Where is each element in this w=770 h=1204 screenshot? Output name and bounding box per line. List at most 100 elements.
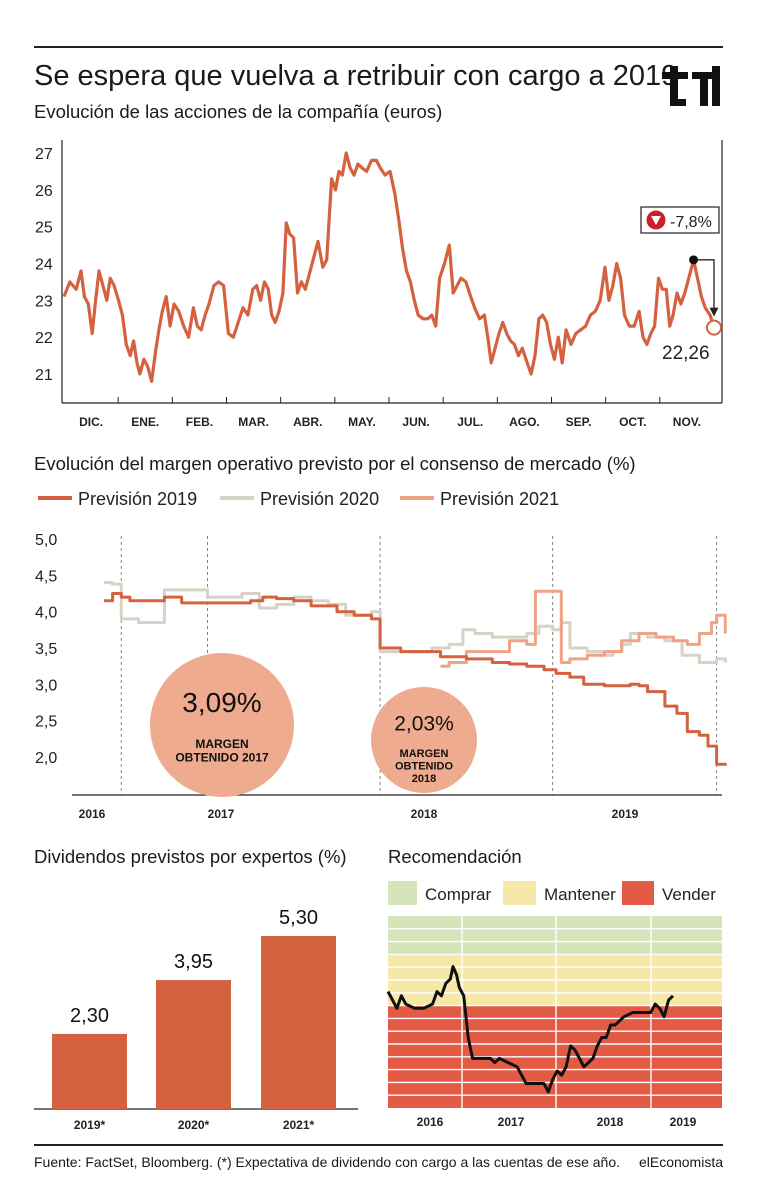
margin-bubble [150, 653, 294, 797]
margin-y-tick-label: 4,0 [35, 605, 57, 622]
margin-x-tick-label: 2017 [208, 807, 235, 821]
stock-x-tick-label: OCT. [619, 415, 646, 429]
recommendation-band [388, 1056, 722, 1070]
recommendation-band [388, 1095, 722, 1108]
drop-arrowhead-icon [709, 307, 719, 317]
stock-x-tick-label: SEP. [566, 415, 592, 429]
margin-x-tick-label: 2019 [612, 807, 639, 821]
recommendation-line [386, 965, 675, 1094]
recommendation-band [388, 1005, 722, 1019]
margin-bubble-value: 2,03% [394, 712, 454, 735]
stock-price-chart: 21 22 23 24 25 26 27 DIC. ENE. FEB. MAR. ABR. MAY. JU… [35, 140, 723, 429]
margin-series-line [440, 589, 727, 668]
recommendation-x-tick-label: 2018 [597, 1115, 624, 1129]
last-value-marker [706, 319, 722, 336]
stock-x-tick-label: MAY. [348, 415, 376, 429]
recommendation-legend-label: Vender [662, 885, 716, 904]
legend-label: Previsión 2020 [260, 489, 379, 509]
recommendation-x-tick-label: 2016 [417, 1115, 444, 1129]
margin-bubble-label: OBTENIDO 2017 [175, 751, 269, 765]
recommendation-band [388, 941, 722, 955]
dividends-bar-chart: 2,30 2019* 3,95 2020* 5,30 2021* [34, 907, 358, 1132]
margin-bubble-label: MARGEN [400, 748, 449, 760]
recommendation-legend-label: Comprar [425, 885, 491, 904]
margin-bubble-label: MARGEN [195, 737, 248, 751]
recommendation-legend-label: Mantener [544, 885, 616, 904]
dividend-bar [261, 936, 336, 1109]
margin-chart-title: Evolución del margen operativo previsto … [34, 453, 636, 474]
stock-x-tick-label: MAR. [238, 415, 269, 429]
recommendation-band [388, 916, 722, 929]
margin-series-line [104, 581, 727, 664]
recommendation-band [388, 1044, 722, 1057]
drop-leader-line [696, 259, 715, 310]
top-rule [34, 46, 723, 48]
dividend-value-label: 2,30 [70, 1005, 109, 1027]
margin-y-tick-label: 4,5 [35, 568, 57, 585]
margin-bubble-label: OBTENIDO [395, 760, 454, 772]
peak-dot [689, 255, 699, 265]
legend-label: Previsión 2021 [440, 489, 559, 509]
tt-newspaper-icon [662, 66, 720, 106]
stock-x-tick-label: JUL. [457, 415, 483, 429]
change-percent-label: -7,8% [670, 214, 712, 231]
recommendation-band [388, 954, 722, 968]
last-value-label: 22,26 [662, 343, 710, 364]
dividend-category-label: 2021* [283, 1118, 315, 1132]
margin-y-tick-label: 3,0 [35, 677, 57, 694]
margin-bubble [371, 687, 477, 793]
recommendation-band [388, 967, 722, 980]
recommendation-band [388, 1082, 722, 1096]
stock-y-tick-label: 23 [35, 293, 53, 310]
dividend-bar [156, 980, 231, 1109]
margin-y-tick-label: 2,0 [35, 750, 57, 767]
margin-x-tick-label: 2016 [79, 807, 106, 821]
stock-x-tick-label: NOV. [673, 415, 701, 429]
dividend-value-label: 5,30 [279, 907, 318, 929]
margin-y-tick-label: 5,0 [35, 532, 57, 549]
stock-x-tick-label: AGO. [509, 415, 540, 429]
recommendation-x-tick-label: 2017 [498, 1115, 525, 1129]
dividend-bar [52, 1033, 127, 1109]
source-note: Fuente: FactSet, Bloomberg. (*) Expectat… [34, 1154, 621, 1170]
recommendation-band [388, 1018, 722, 1032]
page-title: Se espera que vuelva a retribuir con car… [34, 60, 678, 92]
margin-y-tick-label: 3,5 [35, 641, 57, 658]
recommendation-chart: Comprar Mantener Vender 2016 2017 2018 2019 [386, 881, 722, 1129]
stock-y-tick-label: 21 [35, 367, 53, 384]
margin-y-tick-label: 2,5 [35, 714, 57, 731]
stock-y-tick-label: 26 [35, 183, 53, 200]
dividend-value-label: 3,95 [174, 951, 213, 973]
stock-x-tick-label: ENE. [131, 415, 159, 429]
stock-x-tick-label: DIC. [79, 415, 103, 429]
stock-x-tick-label: JUN. [402, 415, 429, 429]
stock-y-tick-label: 25 [35, 220, 53, 237]
recommendation-legend-swatch [503, 881, 536, 905]
stock-price-line [62, 151, 716, 383]
stock-x-tick-label: ABR. [293, 415, 322, 429]
down-arrow-glyph-icon [651, 216, 661, 225]
legend-label: Previsión 2019 [78, 489, 197, 509]
recommendation-chart-title: Recomendación [388, 846, 522, 867]
recommendation-band [388, 928, 722, 942]
recommendation-band [388, 980, 722, 993]
stock-y-tick-label: 27 [35, 146, 53, 163]
recommendation-legend-swatch [622, 881, 654, 905]
recommendation-band [388, 1031, 722, 1044]
dividend-category-label: 2019* [74, 1118, 106, 1132]
margin-x-tick-label: 2018 [411, 807, 438, 821]
recommendation-x-tick-label: 2019 [670, 1115, 697, 1129]
recommendation-band [388, 992, 722, 1006]
footer-rule [34, 1144, 723, 1146]
stock-x-tick-label: FEB. [186, 415, 213, 429]
margin-bubble-value: 3,09% [182, 687, 261, 718]
stock-y-tick-label: 22 [35, 330, 53, 347]
recommendation-legend-swatch [388, 881, 417, 905]
stock-chart-subtitle: Evolución de las acciones de la compañía… [34, 101, 443, 122]
dividends-chart-title: Dividendos previstos por expertos (%) [34, 846, 347, 867]
margin-series-line [104, 592, 727, 766]
stock-y-tick-label: 24 [35, 257, 53, 274]
margin-bubble-label: 2018 [412, 773, 436, 785]
brand-credit: elEconomista [638, 1154, 723, 1170]
dividend-category-label: 2020* [178, 1118, 210, 1132]
